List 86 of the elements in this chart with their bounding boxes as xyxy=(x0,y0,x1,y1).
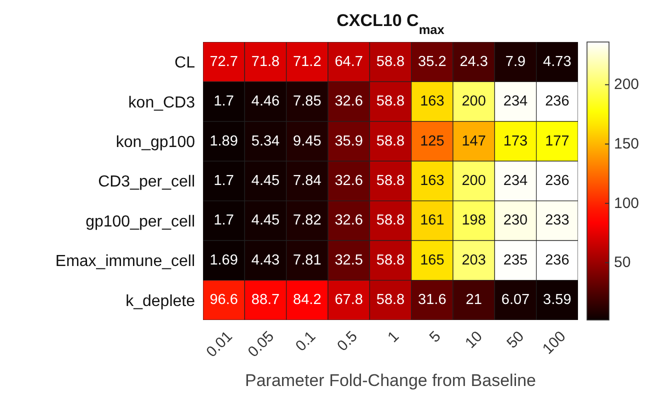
x-tick-label: 0.1 xyxy=(292,328,320,355)
data-label: 1.69 xyxy=(210,252,238,268)
y-tick-label: kon_gp100 xyxy=(116,134,196,151)
data-label: 3.59 xyxy=(543,292,572,308)
data-label: 71.2 xyxy=(293,54,322,70)
data-label: 200 xyxy=(462,94,486,110)
data-label: 58.8 xyxy=(376,133,405,150)
data-label: 58.8 xyxy=(376,54,405,70)
data-label: 31.6 xyxy=(418,292,446,308)
data-label: 1.89 xyxy=(210,133,238,150)
data-label: 72.7 xyxy=(210,54,238,70)
data-label: 35.9 xyxy=(334,133,363,150)
data-label: 24.3 xyxy=(460,54,488,70)
x-tick-label: 100 xyxy=(539,328,570,358)
y-tick-label: CD3_per_cell xyxy=(98,174,195,191)
data-label: 4.43 xyxy=(251,252,280,268)
data-label: 35.2 xyxy=(418,54,446,70)
data-label: 236 xyxy=(545,173,570,189)
x-tick-label: 5 xyxy=(426,328,444,346)
data-label: 125 xyxy=(420,133,444,150)
data-label: 67.8 xyxy=(334,292,363,308)
x-tick-label: 1 xyxy=(384,328,403,346)
data-label: 7.9 xyxy=(505,54,526,70)
data-label: 64.7 xyxy=(334,54,363,70)
data-label: 236 xyxy=(545,94,570,110)
data-label: 177 xyxy=(545,133,570,150)
data-label: 163 xyxy=(420,173,444,189)
data-label: 21 xyxy=(466,292,482,308)
data-label: 230 xyxy=(503,212,528,229)
data-label: 96.6 xyxy=(210,292,238,308)
x-tick-label: 50 xyxy=(504,328,528,352)
data-label: 84.2 xyxy=(293,292,322,308)
data-label: 233 xyxy=(545,212,570,229)
data-label: 4.73 xyxy=(543,54,572,70)
data-label: 7.81 xyxy=(293,252,322,268)
y-tick-label: Emax_immune_cell xyxy=(55,253,195,270)
color-bar-label: 150 xyxy=(614,136,640,153)
data-label: 1.7 xyxy=(214,173,234,189)
data-label: 236 xyxy=(545,252,570,268)
data-label: 173 xyxy=(503,133,528,150)
data-label: 32.6 xyxy=(334,212,363,229)
data-label: 147 xyxy=(462,133,486,150)
data-label: 58.8 xyxy=(376,252,405,268)
y-tick-label: k_deplete xyxy=(126,292,196,310)
data-label: 235 xyxy=(503,252,528,268)
data-label: 32.6 xyxy=(334,94,363,110)
x-axis-title: Parameter Fold-Change from Baseline xyxy=(244,371,536,390)
color-bar-label: 100 xyxy=(614,194,640,212)
data-label: 58.8 xyxy=(376,173,405,189)
data-label: 1.7 xyxy=(214,94,234,110)
data-label: 4.45 xyxy=(251,212,280,229)
data-label: 5.34 xyxy=(251,133,280,150)
chart-title: CXCL10 C$_{max}$ xyxy=(336,11,444,36)
y-tick-label: CL xyxy=(174,54,196,72)
x-tick-label: 0.5 xyxy=(334,328,361,355)
data-label: 234 xyxy=(503,94,528,110)
data-label: 6.07 xyxy=(501,292,530,308)
x-tick-label: 0.01 xyxy=(203,328,236,361)
color-bar-label: 50 xyxy=(614,254,631,272)
data-label: 7.82 xyxy=(293,212,322,229)
data-label: 1.7 xyxy=(214,212,234,229)
data-label: 203 xyxy=(462,252,486,268)
data-label: 4.46 xyxy=(251,94,280,110)
data-label: 71.8 xyxy=(251,54,280,70)
data-label: 7.85 xyxy=(293,94,322,110)
data-label: 7.84 xyxy=(293,173,322,189)
data-label: 88.7 xyxy=(251,292,280,308)
data-label: 161 xyxy=(420,212,444,229)
data-label: 32.5 xyxy=(334,252,363,268)
data-label: 58.8 xyxy=(376,212,405,229)
data-label: 4.45 xyxy=(251,173,280,189)
x-tick-label: 10 xyxy=(462,328,486,352)
color-bar-label: 200 xyxy=(614,76,640,94)
data-label: 200 xyxy=(462,173,486,189)
data-label: 58.8 xyxy=(376,94,405,110)
x-tick-label: 0.05 xyxy=(244,328,278,361)
data-label: 32.6 xyxy=(334,173,363,189)
color-scale: 50 100 150 200 xyxy=(586,36,645,334)
data-label: 9.45 xyxy=(293,133,322,150)
data-label: 198 xyxy=(462,212,486,229)
y-tick-label: gp100_per_cell xyxy=(86,213,195,230)
data-label: 165 xyxy=(420,252,444,268)
data-label: 163 xyxy=(420,94,444,110)
data-label: 234 xyxy=(503,173,528,189)
data-label: 58.8 xyxy=(376,292,405,308)
y-tick-label: kon_CD3 xyxy=(128,94,196,112)
